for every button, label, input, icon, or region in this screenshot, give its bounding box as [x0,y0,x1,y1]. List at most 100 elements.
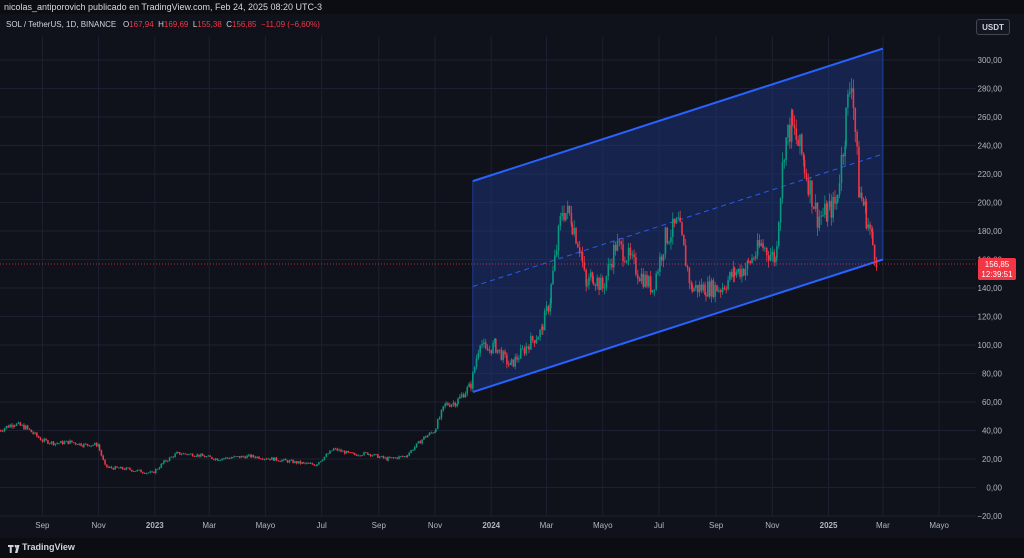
candle-body [180,454,183,456]
candle-body [638,278,641,282]
candle-body [856,131,858,147]
candle-body [76,444,79,445]
candle-body [281,460,283,462]
candle-body [34,432,36,434]
candle-body [543,310,546,331]
candle-body [547,306,550,312]
candle-body [530,336,532,350]
candle-body [432,432,434,434]
candle-body [392,457,395,459]
candle-body [160,463,163,468]
candle-body [149,471,152,473]
candle-body [725,288,728,290]
candle-body [670,237,672,243]
candle-body [611,263,613,268]
candle-body [830,200,833,218]
candle-body [787,124,789,138]
candle-body [859,192,861,198]
candle-body [541,326,543,331]
candle-body [304,462,306,464]
candle-body [762,243,764,249]
candle-body [110,466,113,469]
y-tick-label: 60,00 [982,398,1003,407]
candle-body [435,428,437,432]
ohlc-high: H169,69 [158,20,189,29]
candle-body [737,268,740,273]
candle-body [875,259,878,268]
candle-body [248,454,250,456]
price-chart[interactable]: 300,00 280,00 260,00 240,00 220,00 200,00 180,… [0,0,1024,538]
candle-body [773,251,775,263]
candle-body [528,346,530,350]
x-tick-label: Jul [654,521,664,530]
candle-body [710,280,713,297]
candle-body [205,456,208,458]
candle-body [795,128,798,140]
candle-body [516,356,518,360]
candle-body [525,346,528,354]
candle-body [854,108,857,132]
candle-body [309,463,312,464]
candle-body [651,290,654,293]
y-tick-label: 220,00 [978,170,1003,179]
candle-body [460,394,463,397]
candle-body [842,154,845,157]
candle-body [78,443,81,445]
candle-body [338,449,340,451]
candle-body [334,448,337,450]
candle-body [174,453,176,458]
candle-body [448,405,451,407]
candle-body [591,272,594,282]
candle-body [609,263,611,265]
candle-body [277,460,280,462]
candle-body [7,426,10,428]
candle-body [154,469,157,474]
candle-body [147,472,150,474]
candle-body [230,457,233,459]
candle-body [39,437,42,441]
candle-body [94,443,96,445]
tradingview-brand[interactable]: TradingView [22,542,75,552]
candle-body [756,240,759,256]
candle-body [67,440,70,444]
y-tick-label: 120,00 [978,313,1003,322]
candle-body [735,272,738,276]
candle-body [727,279,729,290]
candle-body [712,280,715,297]
candle-body [741,268,743,277]
candle-body [797,139,799,146]
candle-body [380,456,383,457]
candle-body [809,180,811,195]
candle-body [594,284,597,286]
candle-body [871,231,874,245]
candle-body [746,260,749,270]
candle-body [702,284,704,291]
candle-body [216,458,219,461]
candle-body [575,228,577,244]
candle-body [690,283,693,285]
candle-body [292,460,294,464]
candle-body [246,455,248,459]
y-tick-label: 20,00 [982,455,1003,464]
symbol-title[interactable]: SOL / TetherUS, 1D, BINANCE [6,20,117,29]
candle-body [13,425,16,427]
candle-body [486,348,489,351]
candle-body [36,432,38,437]
candle-body [550,284,552,304]
candle-body [869,224,871,229]
candle-body [211,456,213,459]
candle-body [793,124,796,129]
ohlc-low: L155,38 [192,20,222,29]
currency-button[interactable]: USDT [976,19,1010,35]
candle-body [143,472,146,474]
candle-body [116,466,118,468]
symbol-legend: SOL / TetherUS, 1D, BINANCE O167,94 H169… [6,20,320,29]
candle-body [318,462,320,465]
candle-body [588,277,590,286]
candle-body [862,199,865,206]
candle-body [758,240,761,247]
candle-body [163,460,165,463]
candle-body [592,281,595,285]
candle-body [329,450,331,454]
candle-body [864,201,867,206]
